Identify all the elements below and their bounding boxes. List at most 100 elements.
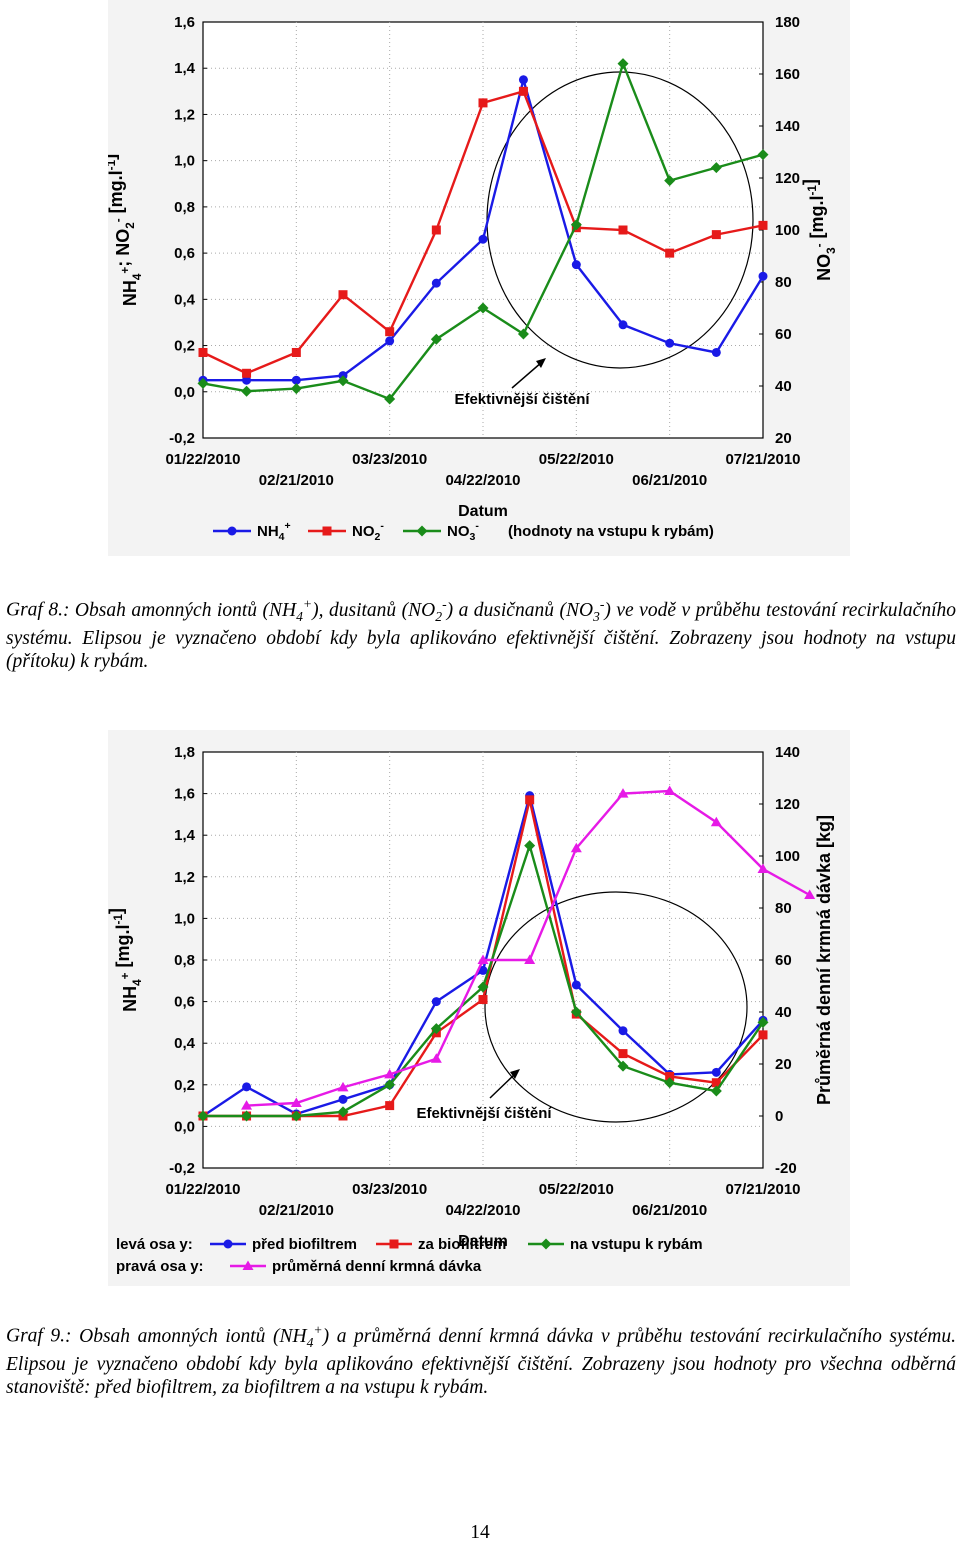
g8-series-0-point xyxy=(711,347,721,357)
g8-series-1-point xyxy=(431,225,441,235)
g9-series-0-point xyxy=(618,1026,628,1036)
g8-series-2-point xyxy=(241,385,253,397)
g9-series-3-point xyxy=(804,889,816,899)
g8-ytick-right: 20 xyxy=(775,430,792,447)
g9-ytick-right: 0 xyxy=(775,1108,783,1125)
g8-xtick-top: 03/23/2010 xyxy=(352,451,427,468)
g9-ytick-left: 1,6 xyxy=(174,786,195,803)
g9-legend-label-1: za biofiltrem xyxy=(418,1236,506,1253)
g9-series-3-point xyxy=(570,842,582,853)
g8-ytick-right: 40 xyxy=(775,378,792,395)
g8-series-2-point xyxy=(517,328,529,340)
g9-series-0-point xyxy=(571,980,581,990)
g9-xtick-top: 05/22/2010 xyxy=(539,1181,614,1198)
g9-series-3-point xyxy=(384,1068,396,1079)
g9-ytick-right: -20 xyxy=(775,1160,797,1177)
g9-series-3-point xyxy=(524,954,536,964)
g9-ytick-left: 1,0 xyxy=(174,910,195,927)
g9-annotation: Efektivnější čištění xyxy=(416,1105,552,1122)
g8-legend-label-0: NH4+ xyxy=(257,520,291,543)
g9-y-axis-label-right: Průměrná denní krmná dávka [kg] xyxy=(814,815,834,1105)
g8-annotation-arrowhead xyxy=(536,358,546,368)
g8-legend-label-2: NO3- xyxy=(447,520,479,543)
g8-series-0-point xyxy=(571,260,581,270)
g9-series-1-point xyxy=(711,1078,721,1088)
g8-ytick-left: 0,0 xyxy=(174,384,195,401)
g9-series-3-point xyxy=(337,1081,349,1092)
g9-series-2-point xyxy=(241,1110,253,1122)
graf-8-caption: Graf 8.: Obsah amonných iontů (NH4+), du… xyxy=(6,592,956,673)
g9-series-1-point xyxy=(385,1101,395,1111)
g9-x-axis-label: Datum xyxy=(458,1233,508,1250)
g8-ytick-left: 0,2 xyxy=(174,338,195,355)
g9-series-3-point xyxy=(430,1053,442,1063)
g8-series-0-point xyxy=(291,375,301,385)
g9-legend-label-2: na vstupu k rybám xyxy=(570,1236,703,1253)
graf-8-caption-text: : Obsah amonných iontů (NH4+), dusitanů … xyxy=(6,596,957,673)
g9-series-2-point xyxy=(197,1110,209,1122)
g9-ytick-right: 80 xyxy=(775,900,792,917)
g8-annotation: Efektivnější čištění xyxy=(454,391,590,408)
g9-series-0-point xyxy=(478,965,488,975)
g9-series-0-point xyxy=(431,997,441,1007)
g8-x-axis-label: Datum xyxy=(458,503,508,520)
g8-xtick-top: 01/22/2010 xyxy=(165,451,240,468)
g8-ytick-left: 0,6 xyxy=(174,245,195,262)
g9-series-3-point xyxy=(710,816,722,827)
g8-series-2-point xyxy=(664,175,676,187)
g8-y-axis-label-right: NO3- [mg.l-1] xyxy=(800,179,838,281)
g8-series-0-point xyxy=(478,234,488,244)
g9-xtick-bottom: 06/21/2010 xyxy=(632,1202,707,1219)
g9-series-2-point xyxy=(337,1106,349,1118)
g8-ytick-left: 1,6 xyxy=(174,14,195,31)
g8-series-1-point xyxy=(618,225,628,235)
g9-ytick-left: 0,2 xyxy=(174,1077,195,1094)
g8-annotation-arrow xyxy=(511,361,543,389)
g8-y-axis-label-left: NH4+; NO2- [mg.l-1] xyxy=(108,154,144,306)
g9-ytick-right: 20 xyxy=(775,1056,792,1073)
g9-y-axis-label-left: NH4+ [mg.l-1] xyxy=(108,908,144,1012)
g9-series-2-point xyxy=(570,1006,582,1018)
g8-series-1-point xyxy=(291,347,301,357)
g8-series-2-point xyxy=(710,162,722,174)
g8-plot: -0,2 0,0 0,2 0,4 0,6 0,8 1,0 1,2 1,4 1,6 20 40 60 80 1… xyxy=(99,14,838,543)
g8-series-2-point xyxy=(197,377,209,389)
g9-ellipse xyxy=(484,891,748,1123)
graf-9-figure: -0,2 0,0 0,2 0,4 0,6 0,8 1,0 1,2 1,4 1,6 1,8 -20 0 20… xyxy=(106,730,850,1286)
g9-annotation-arrow xyxy=(489,1072,517,1099)
g8-legend-marker-1 xyxy=(322,526,332,536)
g9-ytick-left: 0,4 xyxy=(174,1035,196,1052)
g9-series-3-point xyxy=(664,785,676,795)
g9-series-0-point xyxy=(242,1082,252,1092)
g8-series-2-point xyxy=(384,393,396,405)
g8-ytick-left: 1,2 xyxy=(174,106,195,123)
graf-8-chart: -0,2 0,0 0,2 0,4 0,6 0,8 1,0 1,2 1,4 1,6 20 40 60 80 1… xyxy=(99,14,838,543)
g8-legend-marker-2 xyxy=(416,525,428,537)
g9-series-1-point xyxy=(478,995,488,1005)
g9-series-2-point xyxy=(477,981,489,993)
g9-series-2-point xyxy=(384,1079,396,1091)
g8-xtick-bottom: 06/21/2010 xyxy=(632,472,707,489)
graf-9-caption: Graf 9.: Obsah amonných iontů (NH4+) a p… xyxy=(6,1318,956,1399)
g9-ytick-right: 100 xyxy=(775,848,800,865)
g9-xtick-bottom: 02/21/2010 xyxy=(259,1202,334,1219)
g8-ytick-right: 80 xyxy=(775,274,792,291)
g8-series-2-point xyxy=(337,375,349,387)
g8-legend-marker-0 xyxy=(227,526,237,536)
g8-series-0-point xyxy=(518,75,528,85)
g8-series-1-point xyxy=(198,347,208,357)
g8-series-1-point xyxy=(242,368,252,378)
g9-series-2-point xyxy=(710,1085,722,1097)
g8-legend-note: (hodnoty na vstupu k rybám) xyxy=(508,523,714,540)
g9-series-0-point xyxy=(711,1067,721,1077)
g9-ytick-right: 140 xyxy=(775,744,800,761)
g9-series-2-point xyxy=(757,1016,769,1028)
g9-series-2-point xyxy=(664,1077,676,1089)
g9-ytick-right: 40 xyxy=(775,1004,792,1021)
g9-ytick-right: 60 xyxy=(775,952,792,969)
g9-series-3-point xyxy=(757,863,769,873)
g8-xtick-top: 05/22/2010 xyxy=(539,451,614,468)
g9-xtick-top: 07/21/2010 xyxy=(725,1181,800,1198)
g9-legend-marker-1 xyxy=(389,1239,399,1249)
g9-series-3-point xyxy=(617,788,629,798)
